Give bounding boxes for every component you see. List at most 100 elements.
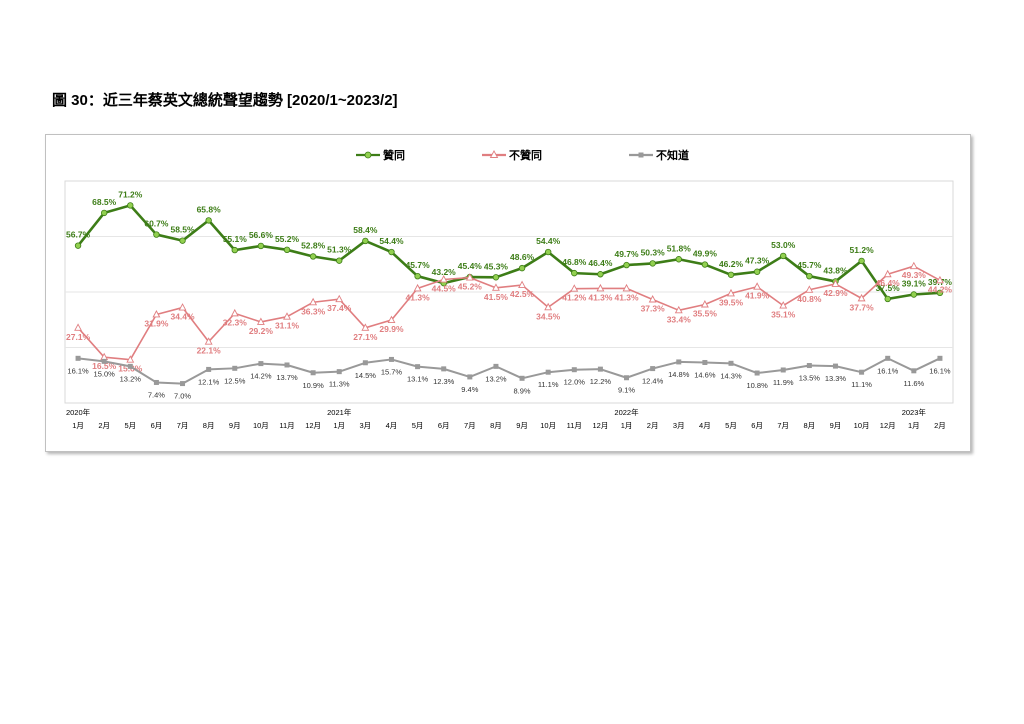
data-label: 36.3%	[301, 306, 326, 316]
data-label: 68.5%	[92, 197, 117, 207]
data-label: 10.8%	[746, 381, 768, 390]
data-label: 41.3%	[588, 292, 613, 302]
data-point	[544, 248, 552, 256]
legend-marker	[489, 150, 499, 158]
data-label: 42.9%	[823, 288, 848, 298]
data-point	[676, 359, 682, 365]
x-year-label: 2020年	[66, 407, 91, 417]
data-point	[779, 301, 788, 309]
x-tick-label: 5月	[124, 421, 136, 430]
data-label: 22.1%	[197, 346, 222, 356]
data-label: 50.3%	[641, 247, 666, 257]
series-line-2	[77, 265, 941, 361]
data-label: 41.5%	[484, 292, 509, 302]
data-label: 31.1%	[275, 321, 300, 331]
data-point	[283, 312, 291, 320]
data-point	[152, 310, 161, 318]
data-label: 12.3%	[433, 377, 455, 386]
data-label: 12.2%	[590, 377, 612, 386]
x-tick-label: 5月	[412, 421, 424, 430]
legend-item-1: 贊同	[356, 148, 405, 162]
data-point	[101, 358, 107, 364]
data-point	[910, 291, 918, 298]
data-point	[180, 381, 186, 387]
trend-line-chart: 1月 2月 5月 6月 7月 8月 9月 10月 11月 12月 1月 3月 4月 5月 6月 7月 8月 9月 1…	[64, 148, 954, 430]
data-label: 31.9%	[144, 318, 169, 328]
data-label: 35.5%	[693, 308, 718, 318]
data-label: 46.4%	[876, 278, 901, 288]
data-label: 56.6%	[249, 230, 274, 240]
data-label: 41.3%	[406, 292, 431, 302]
data-label: 45.7%	[406, 260, 431, 270]
data-point	[127, 363, 133, 369]
data-label: 27.1%	[353, 332, 378, 342]
data-point	[204, 337, 213, 345]
data-label: 42.5%	[510, 289, 535, 299]
data-point	[596, 283, 605, 292]
legend-marker	[638, 152, 644, 158]
data-point	[256, 317, 265, 325]
data-label: 13.1%	[407, 375, 429, 384]
data-label: 58.5%	[170, 225, 195, 235]
data-label: 16.5%	[92, 361, 117, 371]
x-year-label: 2023年	[902, 407, 927, 417]
data-label: 13.2%	[120, 374, 142, 383]
data-label: 46.8%	[562, 257, 587, 267]
data-label: 12.0%	[564, 378, 586, 387]
data-label: 45.2%	[458, 282, 483, 292]
data-point	[518, 280, 527, 289]
data-point	[624, 375, 630, 381]
x-tick-label: 9月	[830, 421, 842, 430]
data-label: 55.2%	[275, 234, 300, 244]
x-tick-label: 12月	[880, 421, 896, 430]
data-label: 29.2%	[249, 326, 274, 336]
data-point	[441, 366, 447, 372]
data-label: 11.1%	[538, 380, 559, 389]
legend-item-2: 不贊同	[482, 148, 542, 162]
data-label: 43.2%	[432, 267, 457, 277]
data-label: 45.7%	[797, 260, 822, 270]
x-tick-label: 1月	[72, 421, 84, 430]
data-point	[806, 363, 812, 369]
data-point	[257, 242, 265, 250]
data-point	[74, 323, 83, 331]
x-tick-label: 6月	[438, 421, 450, 430]
data-point	[544, 302, 553, 311]
x-tick-label: 10月	[540, 421, 556, 430]
data-point	[415, 364, 421, 370]
data-label: 11.3%	[329, 380, 350, 389]
series-line-1	[77, 204, 941, 301]
series-line-3	[77, 357, 941, 385]
data-point	[414, 272, 421, 280]
data-point	[519, 375, 525, 381]
data-label: 51.8%	[667, 243, 692, 253]
data-point	[648, 295, 657, 303]
x-tick-label: 1月	[621, 421, 633, 430]
data-point	[909, 261, 918, 270]
data-point	[649, 260, 656, 267]
data-label: 41.9%	[745, 291, 770, 301]
data-point	[492, 274, 500, 281]
data-label: 13.3%	[825, 374, 847, 383]
data-point	[362, 360, 368, 366]
data-point	[805, 285, 814, 293]
data-point	[571, 269, 578, 277]
data-label: 15.0%	[94, 369, 116, 378]
data-point	[623, 261, 630, 269]
data-point	[597, 271, 604, 278]
data-label: 53.0%	[771, 240, 796, 250]
data-label: 14.6%	[694, 370, 716, 379]
x-tick-label: 7月	[177, 421, 189, 430]
data-label: 60.7%	[144, 219, 169, 229]
data-point	[309, 253, 317, 260]
data-label: 55.1%	[223, 234, 248, 244]
data-point	[935, 275, 944, 284]
data-label: 46.4%	[588, 258, 613, 268]
data-point	[179, 237, 186, 244]
data-point	[362, 237, 369, 245]
data-point	[727, 288, 735, 297]
data-label: 7.0%	[174, 392, 191, 401]
data-point	[884, 295, 891, 303]
x-year-label: 2022年	[614, 407, 639, 417]
legend-label: 贊同	[383, 148, 405, 162]
